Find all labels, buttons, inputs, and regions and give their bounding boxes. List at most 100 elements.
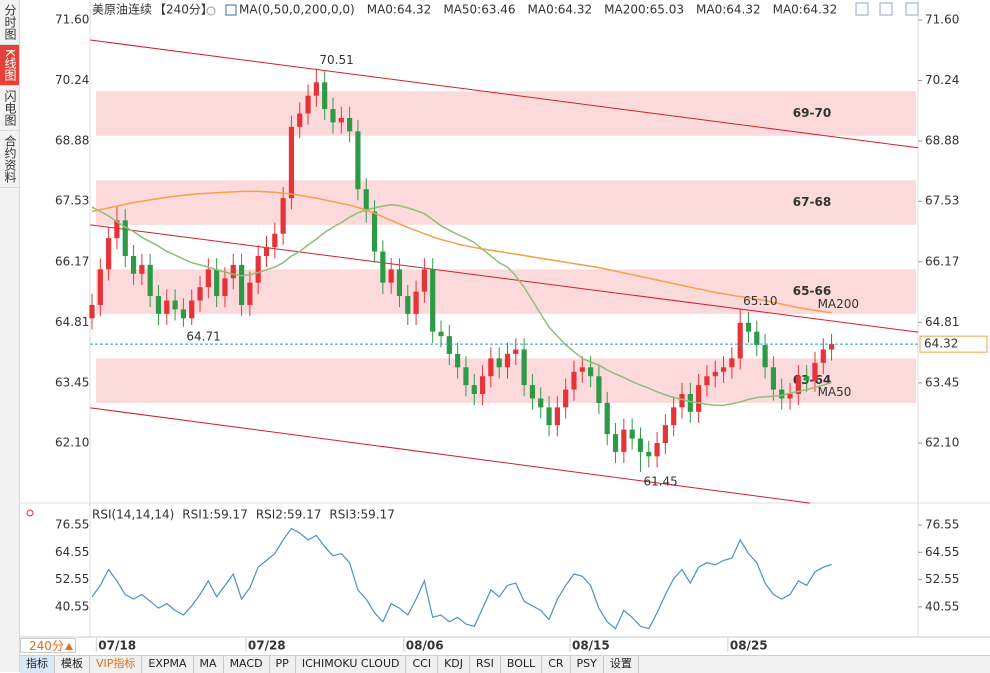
toolbar-item[interactable]: 设置 bbox=[604, 656, 639, 673]
header-text: RSI3:59.17 bbox=[329, 508, 395, 522]
candle-body bbox=[255, 255, 261, 283]
toolbar-item[interactable]: MA bbox=[194, 656, 224, 673]
candle-body bbox=[646, 451, 652, 457]
candle-body bbox=[205, 269, 211, 288]
candle-body bbox=[696, 385, 702, 412]
settings-icon[interactable] bbox=[26, 509, 34, 517]
candle-body bbox=[455, 353, 461, 368]
zone-label: 65-66 bbox=[793, 284, 831, 298]
header-text: MA(0,50,0,200,0,0) bbox=[239, 3, 355, 17]
candle-body bbox=[305, 95, 311, 114]
candle-body bbox=[504, 353, 511, 368]
candle-body bbox=[754, 331, 760, 346]
sidebar-tab[interactable]: K线图 bbox=[0, 45, 19, 86]
y-tick-label: 70.24 bbox=[925, 73, 959, 87]
toolbar-item[interactable]: CR bbox=[542, 656, 571, 673]
sidebar-tab[interactable]: 合约资料 bbox=[0, 131, 19, 188]
ma-line bbox=[91, 190, 832, 314]
candle-body bbox=[297, 113, 303, 127]
candle-body bbox=[479, 376, 486, 395]
toolbar-item[interactable]: PP bbox=[270, 656, 296, 673]
toolbar-item[interactable]: 模板 bbox=[55, 656, 90, 673]
sidebar-tab[interactable]: 闪电图 bbox=[0, 86, 19, 131]
y-tick-label: 64.55 bbox=[925, 545, 959, 559]
header-text: MA0:64.32 bbox=[773, 3, 838, 17]
candle-body bbox=[795, 376, 801, 395]
candle-body bbox=[820, 349, 826, 363]
candle-body bbox=[596, 376, 602, 403]
candle-body bbox=[679, 394, 685, 408]
candle-body bbox=[446, 336, 452, 354]
toolbar-item[interactable]: 指标 bbox=[20, 656, 55, 673]
x-tick-label: 08/15 bbox=[572, 639, 610, 653]
candle-body bbox=[737, 322, 743, 359]
candle-body bbox=[654, 443, 660, 457]
candle-body bbox=[288, 126, 295, 199]
candle-body bbox=[712, 371, 718, 377]
y-tick-label: 40.55 bbox=[55, 599, 89, 613]
toolbar-item[interactable]: VIP指标 bbox=[90, 656, 143, 673]
toolbar-item[interactable]: CCI bbox=[406, 656, 439, 673]
y-tick-label: 64.81 bbox=[55, 315, 89, 329]
y-tick-label: 71.60 bbox=[925, 13, 959, 27]
y-tick-label: 67.53 bbox=[55, 194, 89, 208]
y-tick-label: 66.17 bbox=[925, 254, 959, 268]
icon-button[interactable] bbox=[855, 2, 869, 16]
y-tick-label: 62.10 bbox=[925, 436, 959, 450]
candle-body bbox=[812, 362, 818, 381]
extreme-label: 70.51 bbox=[319, 53, 353, 67]
icon-button[interactable] bbox=[879, 2, 893, 16]
toolbar-item[interactable]: PSY bbox=[571, 656, 604, 673]
candle-body bbox=[671, 407, 677, 426]
header-text: MA0:64.32 bbox=[367, 3, 432, 17]
candle-body bbox=[155, 296, 162, 314]
candle-body bbox=[313, 82, 319, 96]
sidebar-tab[interactable]: 分时图 bbox=[0, 0, 19, 45]
icon-button[interactable] bbox=[905, 2, 919, 16]
add-icon[interactable] bbox=[206, 6, 216, 16]
period-select[interactable]: 240分 bbox=[20, 638, 76, 653]
candle-body bbox=[272, 233, 278, 248]
toolbar-item[interactable]: KDJ bbox=[438, 656, 471, 673]
y-tick-label: 67.53 bbox=[925, 194, 959, 208]
ma-line bbox=[91, 204, 832, 406]
toolbar-item[interactable]: MACD bbox=[224, 656, 270, 673]
y-tick-label: 71.60 bbox=[55, 13, 89, 27]
candle-body bbox=[380, 251, 386, 283]
y-tick-label: 40.55 bbox=[925, 599, 959, 613]
candle-body bbox=[729, 358, 735, 368]
y-tick-label: 52.55 bbox=[55, 572, 89, 586]
y-tick-label: 68.88 bbox=[55, 134, 89, 148]
candle-body bbox=[762, 345, 768, 368]
candle-body bbox=[612, 434, 619, 452]
candle-body bbox=[621, 429, 627, 452]
candle-body bbox=[513, 349, 519, 354]
candle-body bbox=[804, 376, 810, 381]
header-text: 【240分】 bbox=[154, 3, 213, 17]
candle-body bbox=[222, 278, 228, 297]
y-tick-label: 64.81 bbox=[925, 315, 959, 329]
y-tick-label: 52.55 bbox=[925, 572, 959, 586]
candle-body bbox=[471, 385, 477, 395]
candle-body bbox=[347, 117, 353, 132]
candle-body bbox=[197, 287, 203, 301]
header-text: RSI2:59.17 bbox=[256, 508, 322, 522]
indicator-icon[interactable] bbox=[225, 4, 237, 16]
candle-body bbox=[363, 189, 369, 212]
candle-body bbox=[828, 344, 835, 350]
ma-label: MA50 bbox=[818, 385, 852, 399]
candle-body bbox=[230, 264, 236, 279]
x-tick-label: 07/18 bbox=[98, 639, 136, 653]
zone bbox=[96, 180, 916, 225]
toolbar-item[interactable]: ICHIMOKU CLOUD bbox=[296, 656, 407, 673]
candle-body bbox=[172, 300, 178, 310]
candle-body bbox=[322, 82, 328, 110]
toolbar-item[interactable]: EXPMA bbox=[142, 656, 194, 673]
header-text: MA200:65.03 bbox=[604, 3, 684, 17]
last-price-box bbox=[919, 335, 988, 353]
toolbar-item[interactable]: RSI bbox=[470, 656, 501, 673]
toolbar: 指标 模板 VIP指标 EXPMA MA MACD PP ICHIMOKU CLOUD CCI K… bbox=[20, 655, 990, 673]
toolbar-item[interactable]: BOLL bbox=[501, 656, 543, 673]
